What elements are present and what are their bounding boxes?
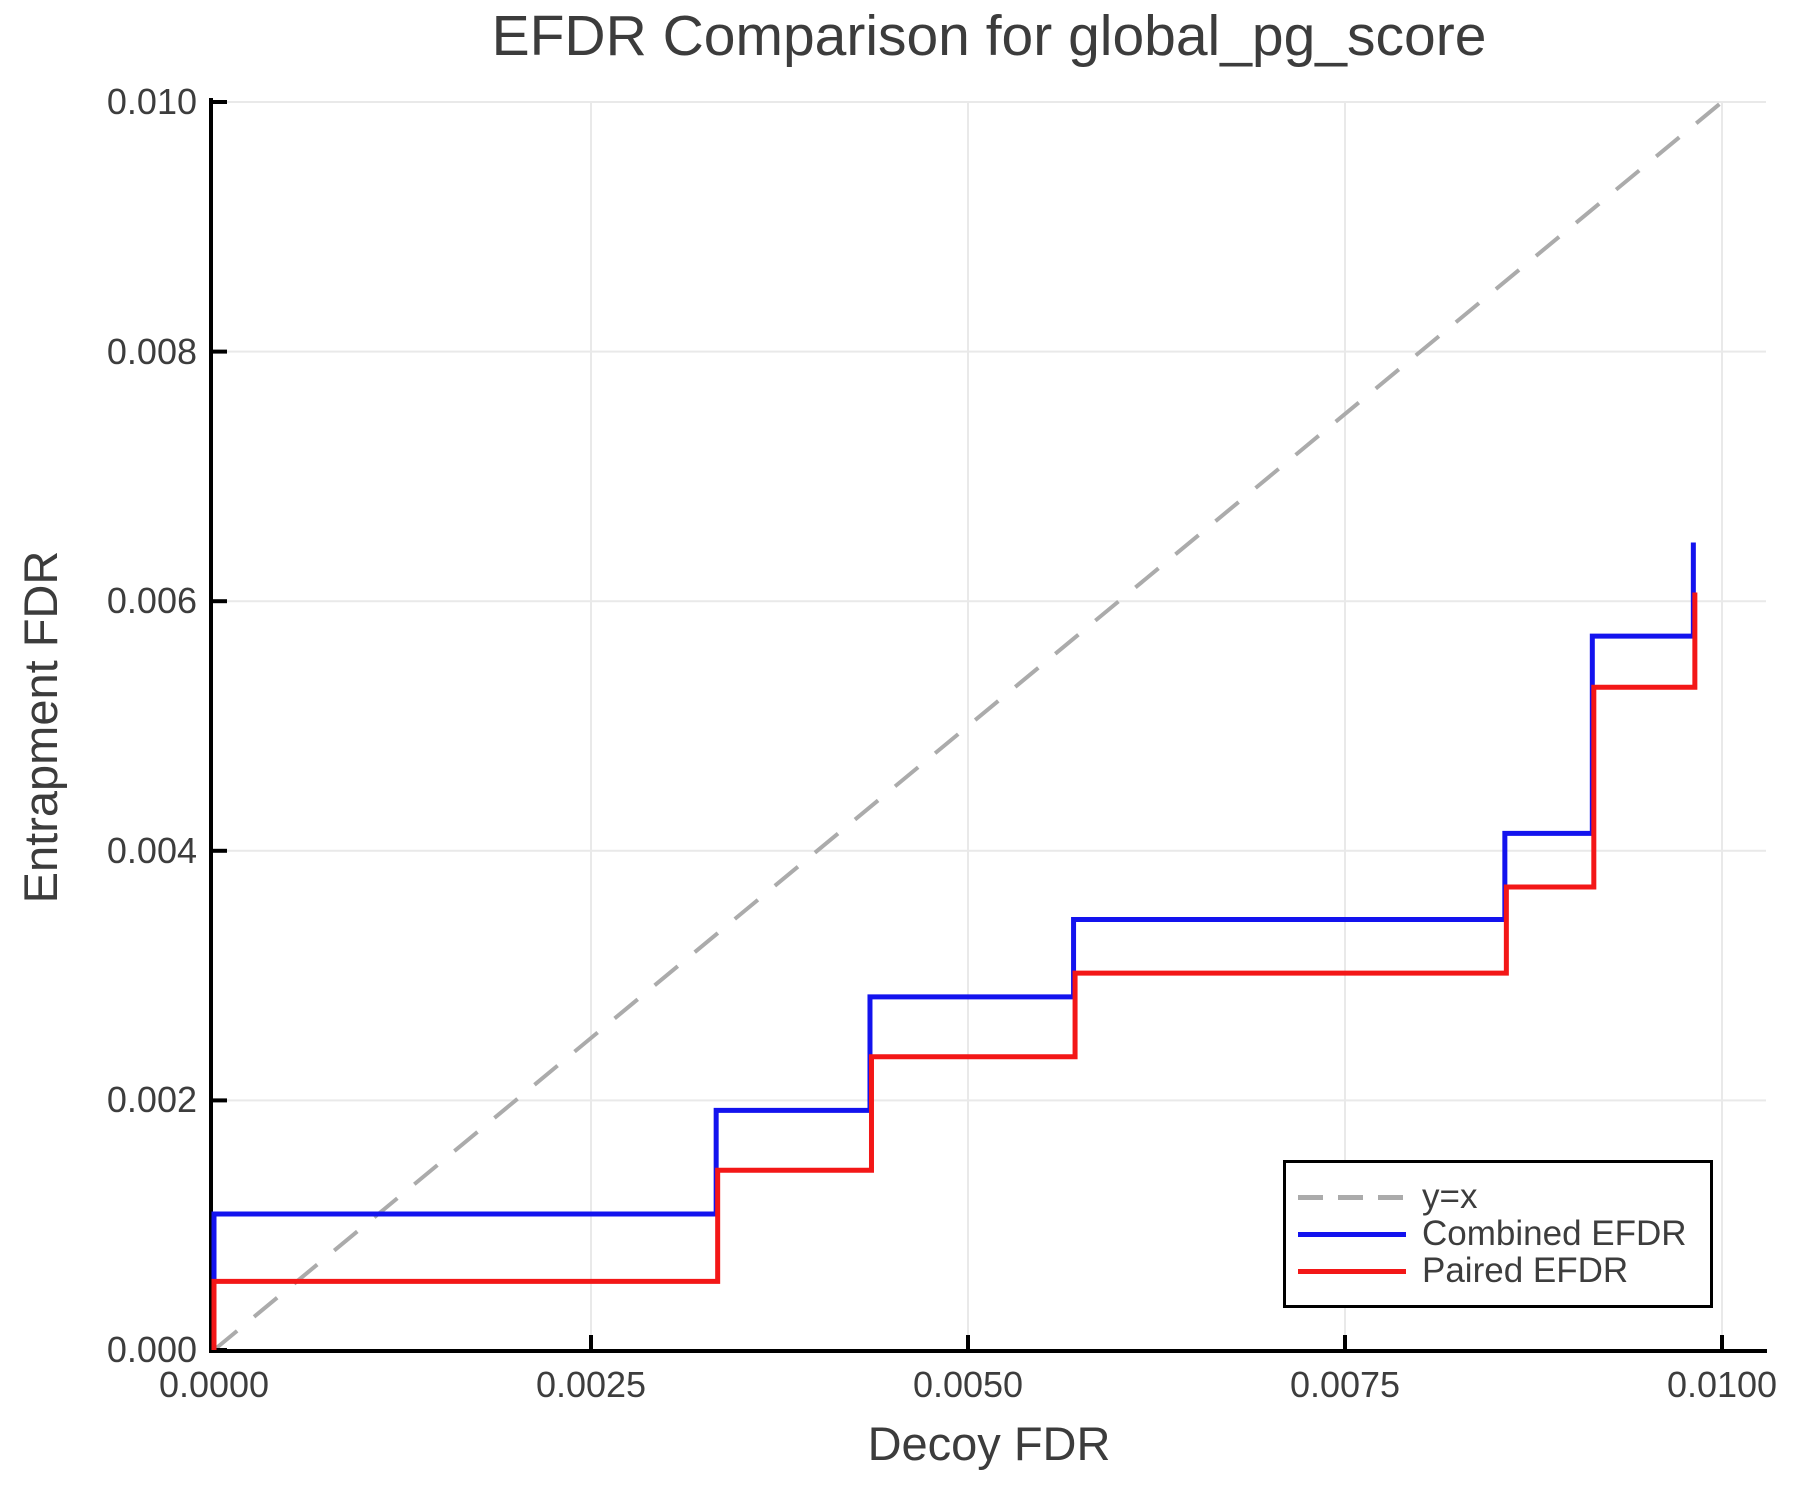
legend-item-combined: Combined EFDR bbox=[1286, 1216, 1710, 1253]
y-tick-label: 0.000 bbox=[106, 1329, 197, 1370]
legend: y=x Combined EFDR Paired EFDR bbox=[1283, 1160, 1713, 1308]
identity-line bbox=[212, 100, 1724, 1352]
legend-label-identity: y=x bbox=[1422, 1177, 1478, 1216]
paired-line-sample bbox=[1298, 1268, 1406, 1274]
x-tick-label: 0.0100 bbox=[1666, 1364, 1778, 1405]
x-tick-label: 0.0025 bbox=[535, 1364, 647, 1405]
dashed-line-sample bbox=[1298, 1194, 1406, 1200]
legend-label-combined: Combined EFDR bbox=[1422, 1214, 1687, 1253]
series-line-paired-efdr bbox=[211, 592, 1698, 1350]
legend-item-paired: Paired EFDR bbox=[1286, 1253, 1710, 1290]
legend-item-identity: y=x bbox=[1286, 1179, 1710, 1216]
y-axis-title: Entrapment FDR bbox=[14, 550, 67, 904]
legend-label-paired: Paired EFDR bbox=[1422, 1251, 1629, 1290]
x-tick-label: 0.0075 bbox=[1289, 1364, 1401, 1405]
y-tick-label: 0.002 bbox=[106, 1079, 197, 1121]
x-tick-label: 0.0050 bbox=[912, 1364, 1024, 1405]
y-tick-label: 0.008 bbox=[106, 330, 197, 372]
y-tick-label: 0.010 bbox=[106, 81, 197, 122]
x-tick-label: 0.0000 bbox=[158, 1364, 270, 1405]
y-tick-label: 0.004 bbox=[106, 829, 197, 871]
y-tick-label: 0.006 bbox=[106, 580, 197, 622]
combined-line-sample bbox=[1298, 1231, 1406, 1237]
x-axis-title: Decoy FDR bbox=[867, 1417, 1111, 1470]
chart-title: EFDR Comparison for global_pg_score bbox=[491, 4, 1487, 68]
